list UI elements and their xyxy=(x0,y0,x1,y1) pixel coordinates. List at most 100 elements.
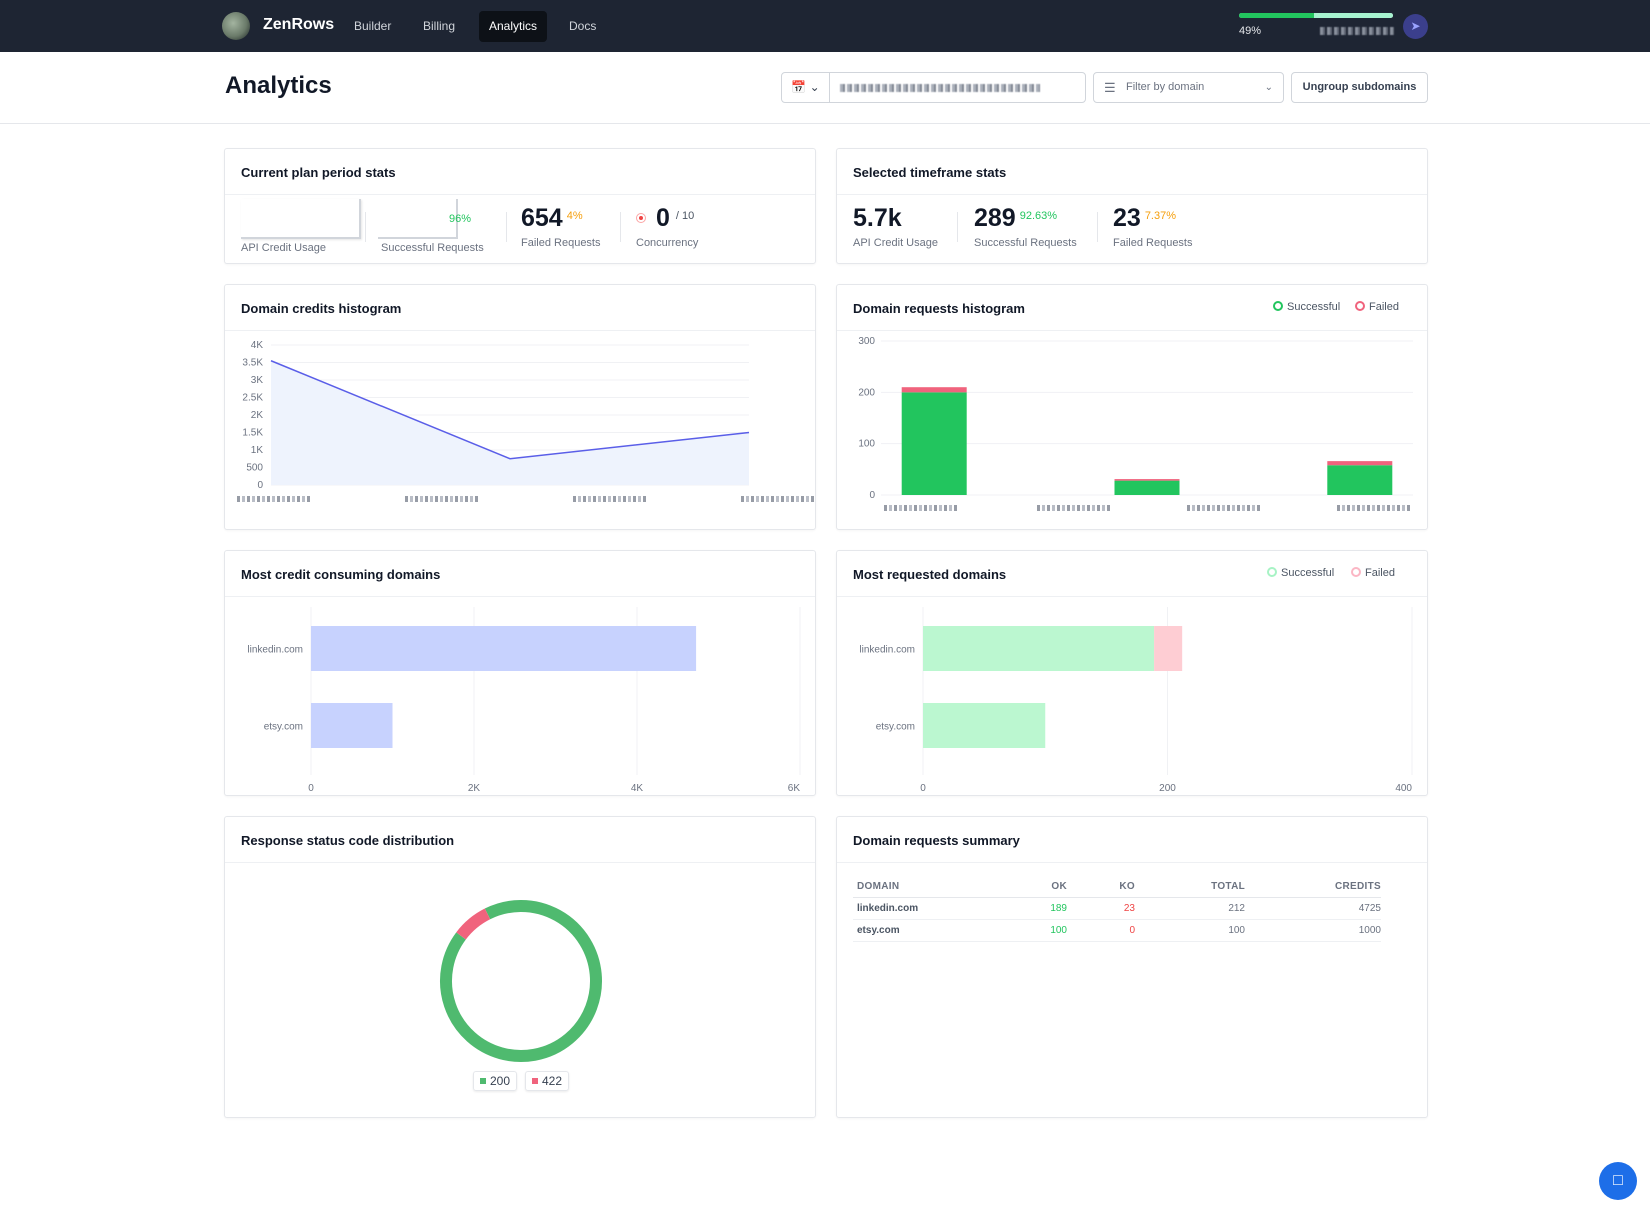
x-tick-redacted xyxy=(1042,505,1045,511)
bar-successful xyxy=(923,626,1155,671)
cell-credits: 1000 xyxy=(1245,919,1381,942)
card-title: Domain requests histogram xyxy=(853,301,1025,316)
logo-icon[interactable] xyxy=(222,12,250,40)
y-tick-label: 3.5K xyxy=(242,358,263,369)
user-name-redacted[interactable] xyxy=(1320,27,1394,35)
x-tick-redacted xyxy=(741,496,744,502)
success-value: 289 xyxy=(974,204,1016,232)
x-tick-redacted xyxy=(1067,505,1070,511)
x-tick-redacted xyxy=(1077,505,1080,511)
domain-filter-placeholder: Filter by domain xyxy=(1126,81,1205,93)
nav-builder[interactable]: Builder xyxy=(354,19,392,33)
x-tick-label: 200 xyxy=(1159,783,1176,794)
col-total[interactable]: TOTAL xyxy=(1135,877,1245,898)
cell-ko: 0 xyxy=(1067,919,1135,942)
x-tick-redacted xyxy=(573,496,576,502)
nav-docs[interactable]: Docs xyxy=(569,19,597,33)
x-tick-label: 2K xyxy=(468,783,481,794)
x-tick-redacted xyxy=(1367,505,1370,511)
x-tick-redacted xyxy=(287,496,290,502)
legend-label: 200 xyxy=(490,1074,511,1088)
x-tick-redacted xyxy=(633,496,636,502)
y-tick-label: 100 xyxy=(858,439,875,450)
x-tick-redacted xyxy=(628,496,631,502)
chat-bubble-icon[interactable]: □ xyxy=(1599,1162,1637,1200)
x-tick-label: 4K xyxy=(631,783,644,794)
x-tick-redacted xyxy=(1387,505,1390,511)
bar-successful xyxy=(1114,480,1180,495)
x-tick-redacted xyxy=(791,496,794,502)
x-tick-redacted xyxy=(1402,505,1405,511)
x-tick-redacted xyxy=(613,496,616,502)
col-ok[interactable]: OK xyxy=(1023,877,1067,898)
x-tick-redacted xyxy=(1242,505,1245,511)
x-tick-redacted xyxy=(623,496,626,502)
x-tick-redacted xyxy=(1337,505,1340,511)
x-tick-redacted xyxy=(1107,505,1110,511)
legend-successful[interactable]: Successful xyxy=(1273,301,1340,313)
legend-successful[interactable]: Successful xyxy=(1267,567,1334,579)
col-domain[interactable]: DOMAIN xyxy=(853,877,1024,898)
send-icon[interactable]: ➤ xyxy=(1403,14,1428,39)
x-tick-redacted xyxy=(1257,505,1260,511)
y-tick-label: 2K xyxy=(251,410,264,421)
x-tick-redacted xyxy=(929,505,932,511)
x-tick-redacted xyxy=(282,496,285,502)
credits-histogram-card: Domain credits histogram 0 500 1K 1.5K 2K 2.5… xyxy=(224,284,816,530)
x-tick-redacted xyxy=(307,496,310,502)
x-tick-redacted xyxy=(643,496,646,502)
domain-filter-select[interactable]: ☰ Filter by domain ⌄ xyxy=(1093,72,1284,103)
legend-label: Failed xyxy=(1365,567,1395,579)
legend-ring-icon xyxy=(1273,301,1283,311)
x-tick-redacted xyxy=(1202,505,1205,511)
legend-label: 422 xyxy=(542,1074,563,1088)
x-tick-redacted xyxy=(1407,505,1410,511)
x-tick-redacted xyxy=(1207,505,1210,511)
date-range-picker[interactable]: 📅 ⌄ xyxy=(781,72,1086,103)
x-tick-redacted xyxy=(292,496,295,502)
usage-progress-bar xyxy=(1239,13,1393,18)
x-tick-redacted xyxy=(1377,505,1380,511)
x-tick-redacted xyxy=(796,496,799,502)
x-tick-redacted xyxy=(1187,505,1190,511)
y-tick-label: 2.5K xyxy=(242,393,263,404)
x-tick-redacted xyxy=(1227,505,1230,511)
x-tick-redacted xyxy=(1192,505,1195,511)
legend-failed[interactable]: Failed xyxy=(1355,301,1399,313)
x-tick-redacted xyxy=(1357,505,1360,511)
nav-billing[interactable]: Billing xyxy=(423,19,456,33)
usage-percent: 49% xyxy=(1239,25,1262,37)
x-tick-redacted xyxy=(598,496,601,502)
legend-failed[interactable]: Failed xyxy=(1351,567,1395,579)
x-tick-redacted xyxy=(252,496,255,502)
cell-domain[interactable]: etsy.com xyxy=(853,919,1024,942)
x-tick-redacted xyxy=(450,496,453,502)
x-tick-redacted xyxy=(302,496,305,502)
legend-422[interactable]: 422 xyxy=(525,1071,570,1091)
cell-domain[interactable]: linkedin.com xyxy=(853,897,1024,920)
credit-label: API Credit Usage xyxy=(853,237,938,249)
ungroup-subdomains-button[interactable]: Ungroup subdomains xyxy=(1291,72,1428,103)
brand-name[interactable]: ZenRows xyxy=(263,16,335,33)
col-ko[interactable]: KO xyxy=(1067,877,1135,898)
x-tick-redacted xyxy=(267,496,270,502)
x-tick-redacted xyxy=(811,496,814,502)
bar-successful xyxy=(901,392,967,495)
x-tick-redacted xyxy=(455,496,458,502)
calendar-icon[interactable]: 📅 ⌄ xyxy=(782,73,830,102)
col-credits[interactable]: CREDITS xyxy=(1245,877,1381,898)
x-tick-redacted xyxy=(1382,505,1385,511)
bar-successful xyxy=(923,703,1046,748)
success-label: Successful Requests xyxy=(974,237,1077,249)
card-title: Selected timeframe stats xyxy=(853,165,1007,180)
legend-200[interactable]: 200 xyxy=(473,1071,518,1091)
table-row: linkedin.com 189 23 212 4725 xyxy=(853,897,1381,920)
x-tick-redacted xyxy=(420,496,423,502)
x-tick-redacted xyxy=(638,496,641,502)
x-tick-redacted xyxy=(430,496,433,502)
legend-label: Failed xyxy=(1369,301,1399,313)
x-tick-redacted xyxy=(1232,505,1235,511)
concurrency-value: 0 xyxy=(656,204,670,232)
nav-analytics[interactable]: Analytics xyxy=(479,11,548,42)
x-tick-redacted xyxy=(939,505,942,511)
